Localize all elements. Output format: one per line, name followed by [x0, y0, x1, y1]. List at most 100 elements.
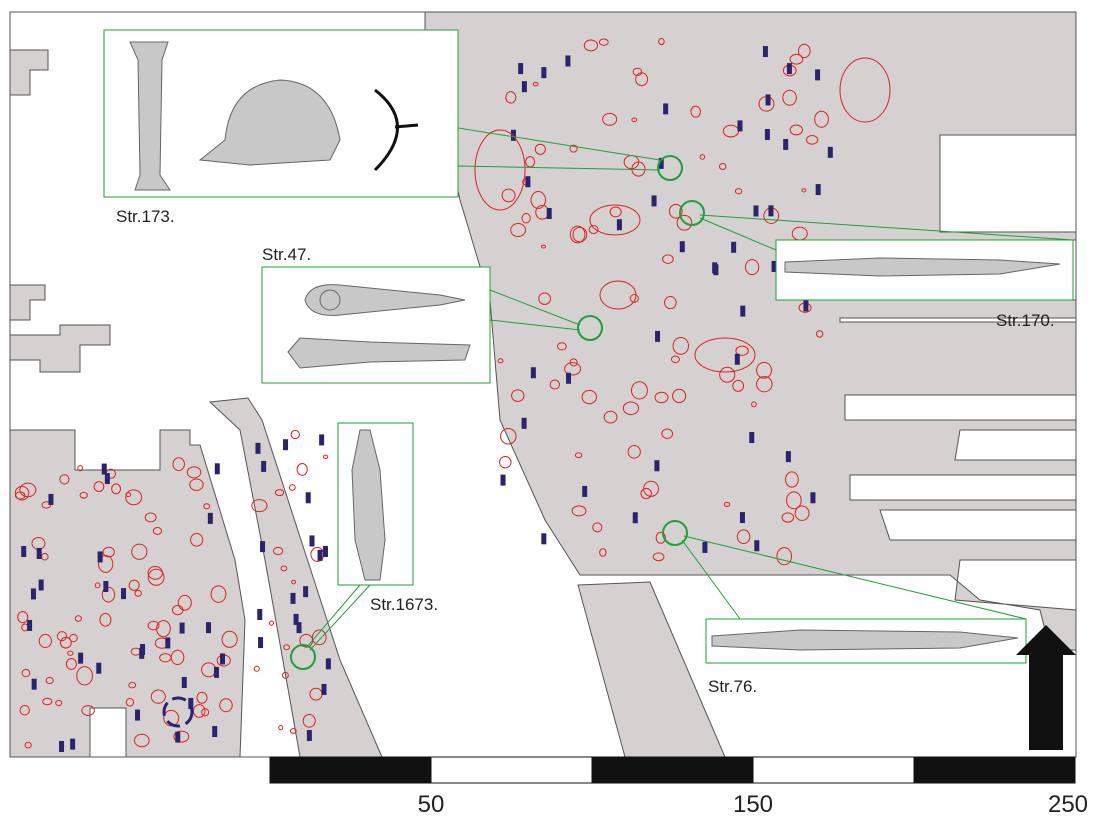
pit: [603, 410, 618, 424]
grave: [305, 492, 311, 504]
artifact-spear: [351, 429, 386, 581]
pit: [210, 585, 227, 603]
pit: [781, 512, 795, 523]
grave: [815, 69, 821, 81]
pit: [632, 67, 643, 76]
pit: [797, 43, 811, 59]
grave: [565, 55, 571, 67]
pit: [133, 733, 150, 748]
scale-segment: [591, 756, 754, 784]
pit: [147, 620, 160, 631]
artifact-profile: [394, 123, 419, 129]
pit: [144, 512, 157, 523]
scale-segment: [913, 756, 1076, 784]
grave: [541, 67, 547, 79]
west-piece-1: [9, 49, 49, 96]
pit: [672, 388, 687, 404]
pit: [289, 728, 297, 734]
pit: [79, 491, 88, 499]
pit: [732, 379, 745, 392]
grave: [734, 353, 740, 365]
pit: [219, 698, 233, 713]
pit: [801, 188, 807, 193]
pit: [203, 503, 211, 510]
grave: [36, 547, 42, 559]
pit: [101, 586, 116, 603]
grave: [258, 637, 264, 649]
pit: [569, 225, 586, 244]
leader: [305, 584, 361, 649]
grave: [510, 129, 516, 141]
pit: [719, 163, 727, 170]
artifact-sword: [711, 629, 1019, 651]
grave: [566, 372, 572, 384]
pit: [569, 358, 578, 367]
grave: [783, 138, 789, 150]
pit: [14, 485, 30, 501]
pit: [655, 531, 666, 544]
pit: [152, 526, 163, 535]
scale-label: 50: [418, 791, 445, 816]
pit: [268, 620, 275, 626]
west-piece-3: [9, 324, 111, 373]
pit: [630, 381, 648, 400]
pit: [794, 505, 810, 521]
pit: [274, 489, 285, 497]
pit: [816, 330, 824, 338]
grave: [321, 683, 327, 695]
pit: [805, 135, 819, 145]
grave: [663, 103, 669, 115]
pit: [186, 466, 202, 479]
grave: [764, 129, 770, 141]
find-marker: [657, 155, 683, 181]
artifact-helmet: [198, 79, 341, 166]
pit: [42, 697, 53, 706]
grave: [181, 676, 187, 688]
pit: [67, 650, 74, 656]
grave: [712, 262, 718, 274]
grave: [30, 588, 36, 600]
pit: [640, 487, 652, 500]
grave: [762, 46, 768, 58]
grave: [785, 451, 791, 463]
grave: [803, 300, 809, 312]
pit: [177, 594, 192, 611]
grave: [546, 208, 552, 220]
grave: [786, 63, 792, 75]
grave: [97, 551, 103, 563]
pit: [629, 294, 639, 303]
grave: [754, 540, 760, 552]
pit: [609, 206, 622, 218]
leader: [457, 165, 661, 197]
grave: [165, 637, 171, 649]
scale-segment: [430, 756, 593, 784]
grave: [135, 709, 141, 721]
leader-lines: [290, 30, 1074, 670]
pit: [511, 389, 525, 402]
grave: [261, 460, 267, 472]
scale-label: 250: [1048, 791, 1088, 816]
pit: [94, 582, 101, 589]
grave: [206, 622, 212, 634]
pit: [782, 89, 797, 106]
inset-labels: Str.173. Str.47. Str.170. Str.1673. Str.…: [116, 207, 1055, 696]
leader: [681, 539, 741, 620]
pit: [699, 154, 706, 160]
grave: [521, 417, 527, 429]
grave: [31, 678, 37, 690]
large-pit: [589, 204, 641, 236]
large-pit: [599, 280, 637, 310]
pit: [786, 491, 802, 510]
pit: [21, 668, 31, 678]
pit: [147, 568, 165, 586]
pit: [291, 579, 297, 585]
pit: [253, 665, 260, 672]
find-marker: [290, 644, 316, 670]
large-pit: [474, 129, 526, 211]
pit: [150, 689, 166, 704]
pit: [125, 489, 143, 506]
grave: [655, 330, 661, 342]
grave: [319, 434, 325, 446]
grave: [525, 176, 531, 188]
grave: [616, 219, 622, 231]
